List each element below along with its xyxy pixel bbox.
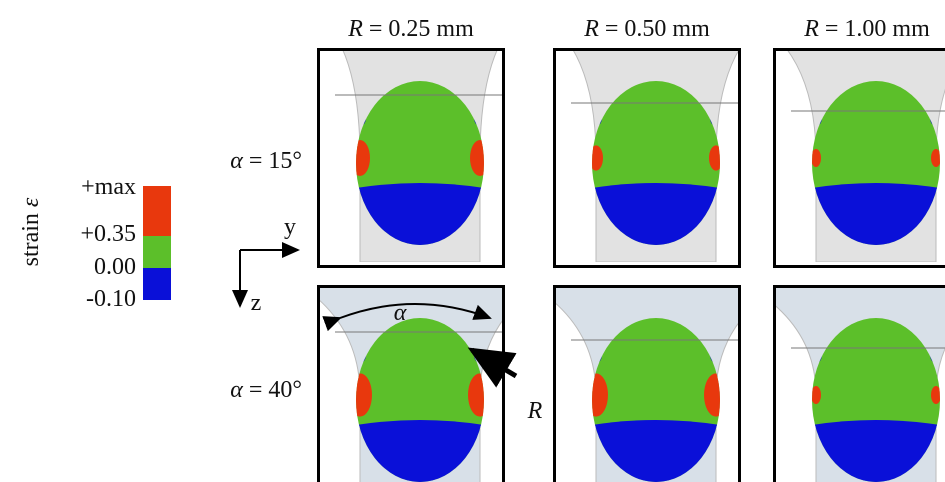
legend: +max +0.35 0.00 -0.10: [80, 174, 171, 312]
legend-label: +max: [81, 174, 136, 200]
panel: [317, 48, 505, 267]
y-axis-label: y: [284, 214, 296, 240]
legend-title: strain ε: [18, 197, 44, 266]
radius-label: R: [527, 398, 543, 424]
z-axis-label: z: [251, 290, 262, 316]
row-label-symbol: α: [230, 377, 243, 403]
row-label-text: = 15°: [243, 148, 302, 174]
column-header-symbol: R: [803, 16, 819, 42]
row-label-text: = 40°: [243, 377, 302, 403]
panel: [553, 48, 741, 267]
row-label: α = 40°: [230, 377, 302, 403]
legend-label: +0.35: [80, 221, 136, 247]
row-label-symbol: α: [230, 148, 243, 174]
column-header: R = 0.25 mm: [347, 16, 474, 42]
panel-body: [317, 48, 505, 262]
legend-label: 0.00: [94, 254, 136, 280]
column-header-text: = 0.25 mm: [363, 16, 474, 42]
legend-swatch: [143, 268, 171, 300]
legend-swatch: [143, 186, 171, 236]
column-header-symbol: R: [583, 16, 599, 42]
legend-label: -0.10: [86, 286, 136, 312]
legend-swatch: [143, 236, 171, 268]
column-header: R = 0.50 mm: [583, 16, 710, 42]
panel: [531, 285, 781, 482]
panel-body: [553, 48, 741, 262]
panel-body: [773, 48, 945, 262]
angle-label: α: [394, 300, 407, 326]
column-header-text: = 1.00 mm: [819, 16, 930, 42]
column-header-text: = 0.50 mm: [599, 16, 710, 42]
column-header-symbol: R: [347, 16, 363, 42]
legend-title-text: strain: [18, 213, 44, 266]
legend-title-symbol: ε: [18, 197, 44, 207]
column-header: R = 1.00 mm: [803, 16, 930, 42]
row-label: α = 15°: [230, 148, 302, 174]
figure: strain ε +max +0.35 0.00 -0.10 y z α R R = …: [0, 0, 945, 482]
panels: [300, 48, 945, 482]
panel: [300, 285, 540, 482]
panel: [773, 48, 945, 267]
panel: [746, 285, 945, 482]
panel-body: [531, 285, 781, 482]
